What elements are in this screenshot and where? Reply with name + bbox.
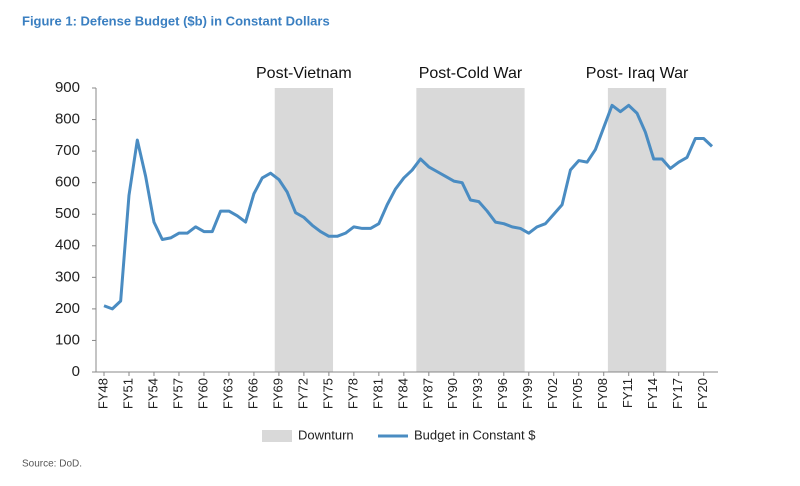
x-tick-label: FY78 — [345, 378, 360, 409]
legend-label: Budget in Constant $ — [414, 427, 536, 442]
x-tick-label: FY84 — [395, 378, 410, 409]
x-tick-label: FY08 — [595, 378, 610, 409]
x-tick-label: FY69 — [270, 378, 285, 409]
y-tick-label: 100 — [55, 331, 80, 348]
x-tick-label: FY20 — [695, 378, 710, 409]
x-tick-label: FY57 — [170, 378, 185, 409]
x-tick-label: FY87 — [420, 378, 435, 409]
x-tick-label: FY14 — [645, 378, 660, 409]
x-tick-label: FY66 — [245, 378, 260, 409]
x-tick-label: FY51 — [120, 378, 135, 409]
y-tick-label: 0 — [72, 363, 80, 380]
downturn-band — [416, 88, 525, 372]
x-tick-label: FY02 — [545, 378, 560, 409]
downturn-band — [607, 88, 667, 372]
region-label: Post- Iraq War — [586, 65, 689, 82]
y-tick-label: 400 — [55, 237, 80, 254]
chart-title: Figure 1: Defense Budget ($b) in Constan… — [22, 13, 330, 28]
legend-label: Downturn — [298, 427, 354, 442]
x-tick-label: FY96 — [495, 378, 510, 409]
legend-swatch — [262, 430, 292, 442]
x-tick-label: FY81 — [370, 378, 385, 409]
x-tick-label: FY54 — [145, 378, 160, 409]
x-tick-label: FY75 — [320, 378, 335, 409]
y-tick-label: 500 — [55, 205, 80, 222]
x-tick-label: FY60 — [195, 378, 210, 409]
y-tick-label: 300 — [55, 268, 80, 285]
source: Source: DoD. — [22, 459, 82, 470]
budget-line — [103, 103, 714, 311]
x-tick-label: FY48 — [95, 378, 110, 409]
y-tick-label: 700 — [55, 142, 80, 159]
x-tick-label: FY72 — [295, 378, 310, 409]
x-tick-label: FY05 — [570, 378, 585, 409]
x-tick-label: FY63 — [220, 378, 235, 409]
x-tick-label: FY11 — [620, 378, 635, 408]
region-label: Post-Vietnam — [256, 65, 352, 82]
x-tick-label: FY99 — [520, 378, 535, 409]
y-tick-label: 600 — [55, 174, 80, 191]
region-label: Post-Cold War — [419, 65, 523, 82]
x-tick-label: FY17 — [670, 378, 685, 409]
x-tick-label: FY90 — [445, 378, 460, 409]
downturn-band — [274, 88, 334, 372]
x-tick-label: FY93 — [470, 378, 485, 409]
y-tick-label: 800 — [55, 111, 80, 128]
y-tick-label: 200 — [55, 300, 80, 317]
y-tick-label: 900 — [55, 79, 80, 96]
